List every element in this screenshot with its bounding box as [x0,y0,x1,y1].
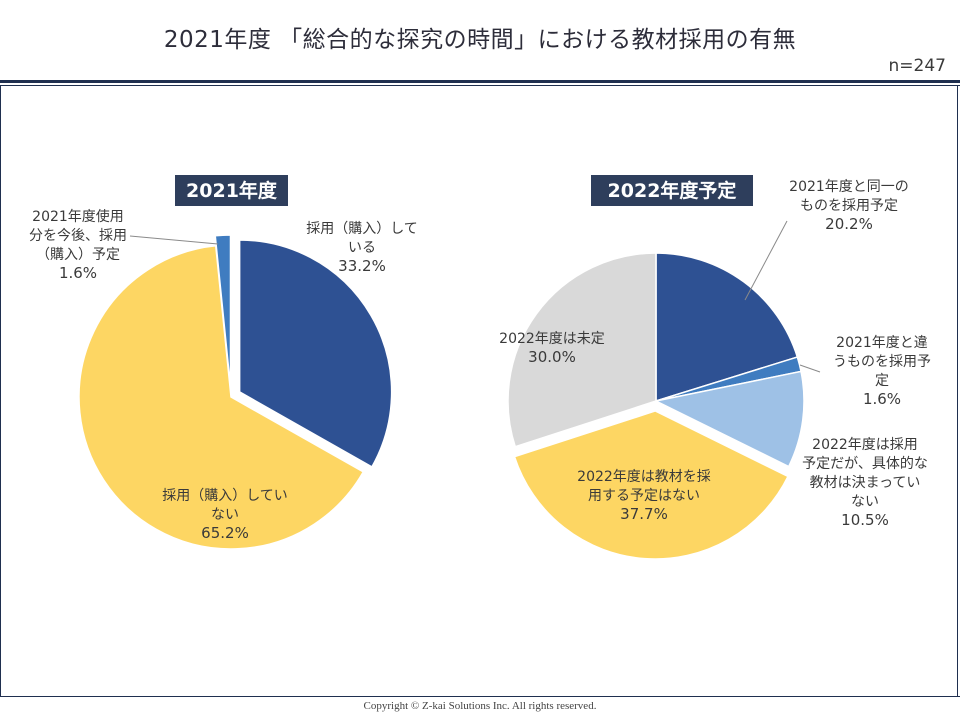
slice-label: 2021年度と違うものを採用予定 1.6% [833,335,931,408]
slice-label: 採用（購入）している 33.2% [306,221,418,275]
leader-line [744,220,788,301]
title-divider [0,80,960,83]
pie-slice [78,244,365,550]
leader-line [129,235,219,245]
pie-slice [507,252,657,448]
pie-slice [214,234,232,388]
footer-divider [0,696,960,697]
sample-size: n=247 [888,56,946,76]
chart-title-box [591,175,753,206]
slice-label: 2022年度は教材を採用する予定はない 37.7% [577,469,711,523]
pie-slice [655,252,799,403]
chart-title-box [175,175,288,206]
content-frame [0,86,958,696]
slice-label: 採用（購入）していない 65.2% [162,488,288,542]
copyright: Copyright © Z-kai Solutions Inc. All rig… [363,700,597,712]
title-divider-thin [0,85,960,86]
chart-title: 2021年度 [186,179,278,202]
leader-line [799,364,821,373]
pie-slice [513,410,789,560]
pie-slice [238,239,393,468]
pie-slice [653,370,805,468]
slice-label: 2021年度使用分を今後、採用（購入）予定 1.6% [29,208,127,282]
slice-label: 2022年度は未定 30.0% [499,331,605,366]
slice-label: 2022年度は採用予定だが、具体的な教材は決まっていない 10.5% [802,437,928,529]
page-title: 2021年度 「総合的な探究の時間」における教材採用の有無 [163,27,797,53]
slice-label: 2021年度と同一のものを採用予定 20.2% [789,179,909,233]
chart-title: 2022年度予定 [608,179,737,202]
